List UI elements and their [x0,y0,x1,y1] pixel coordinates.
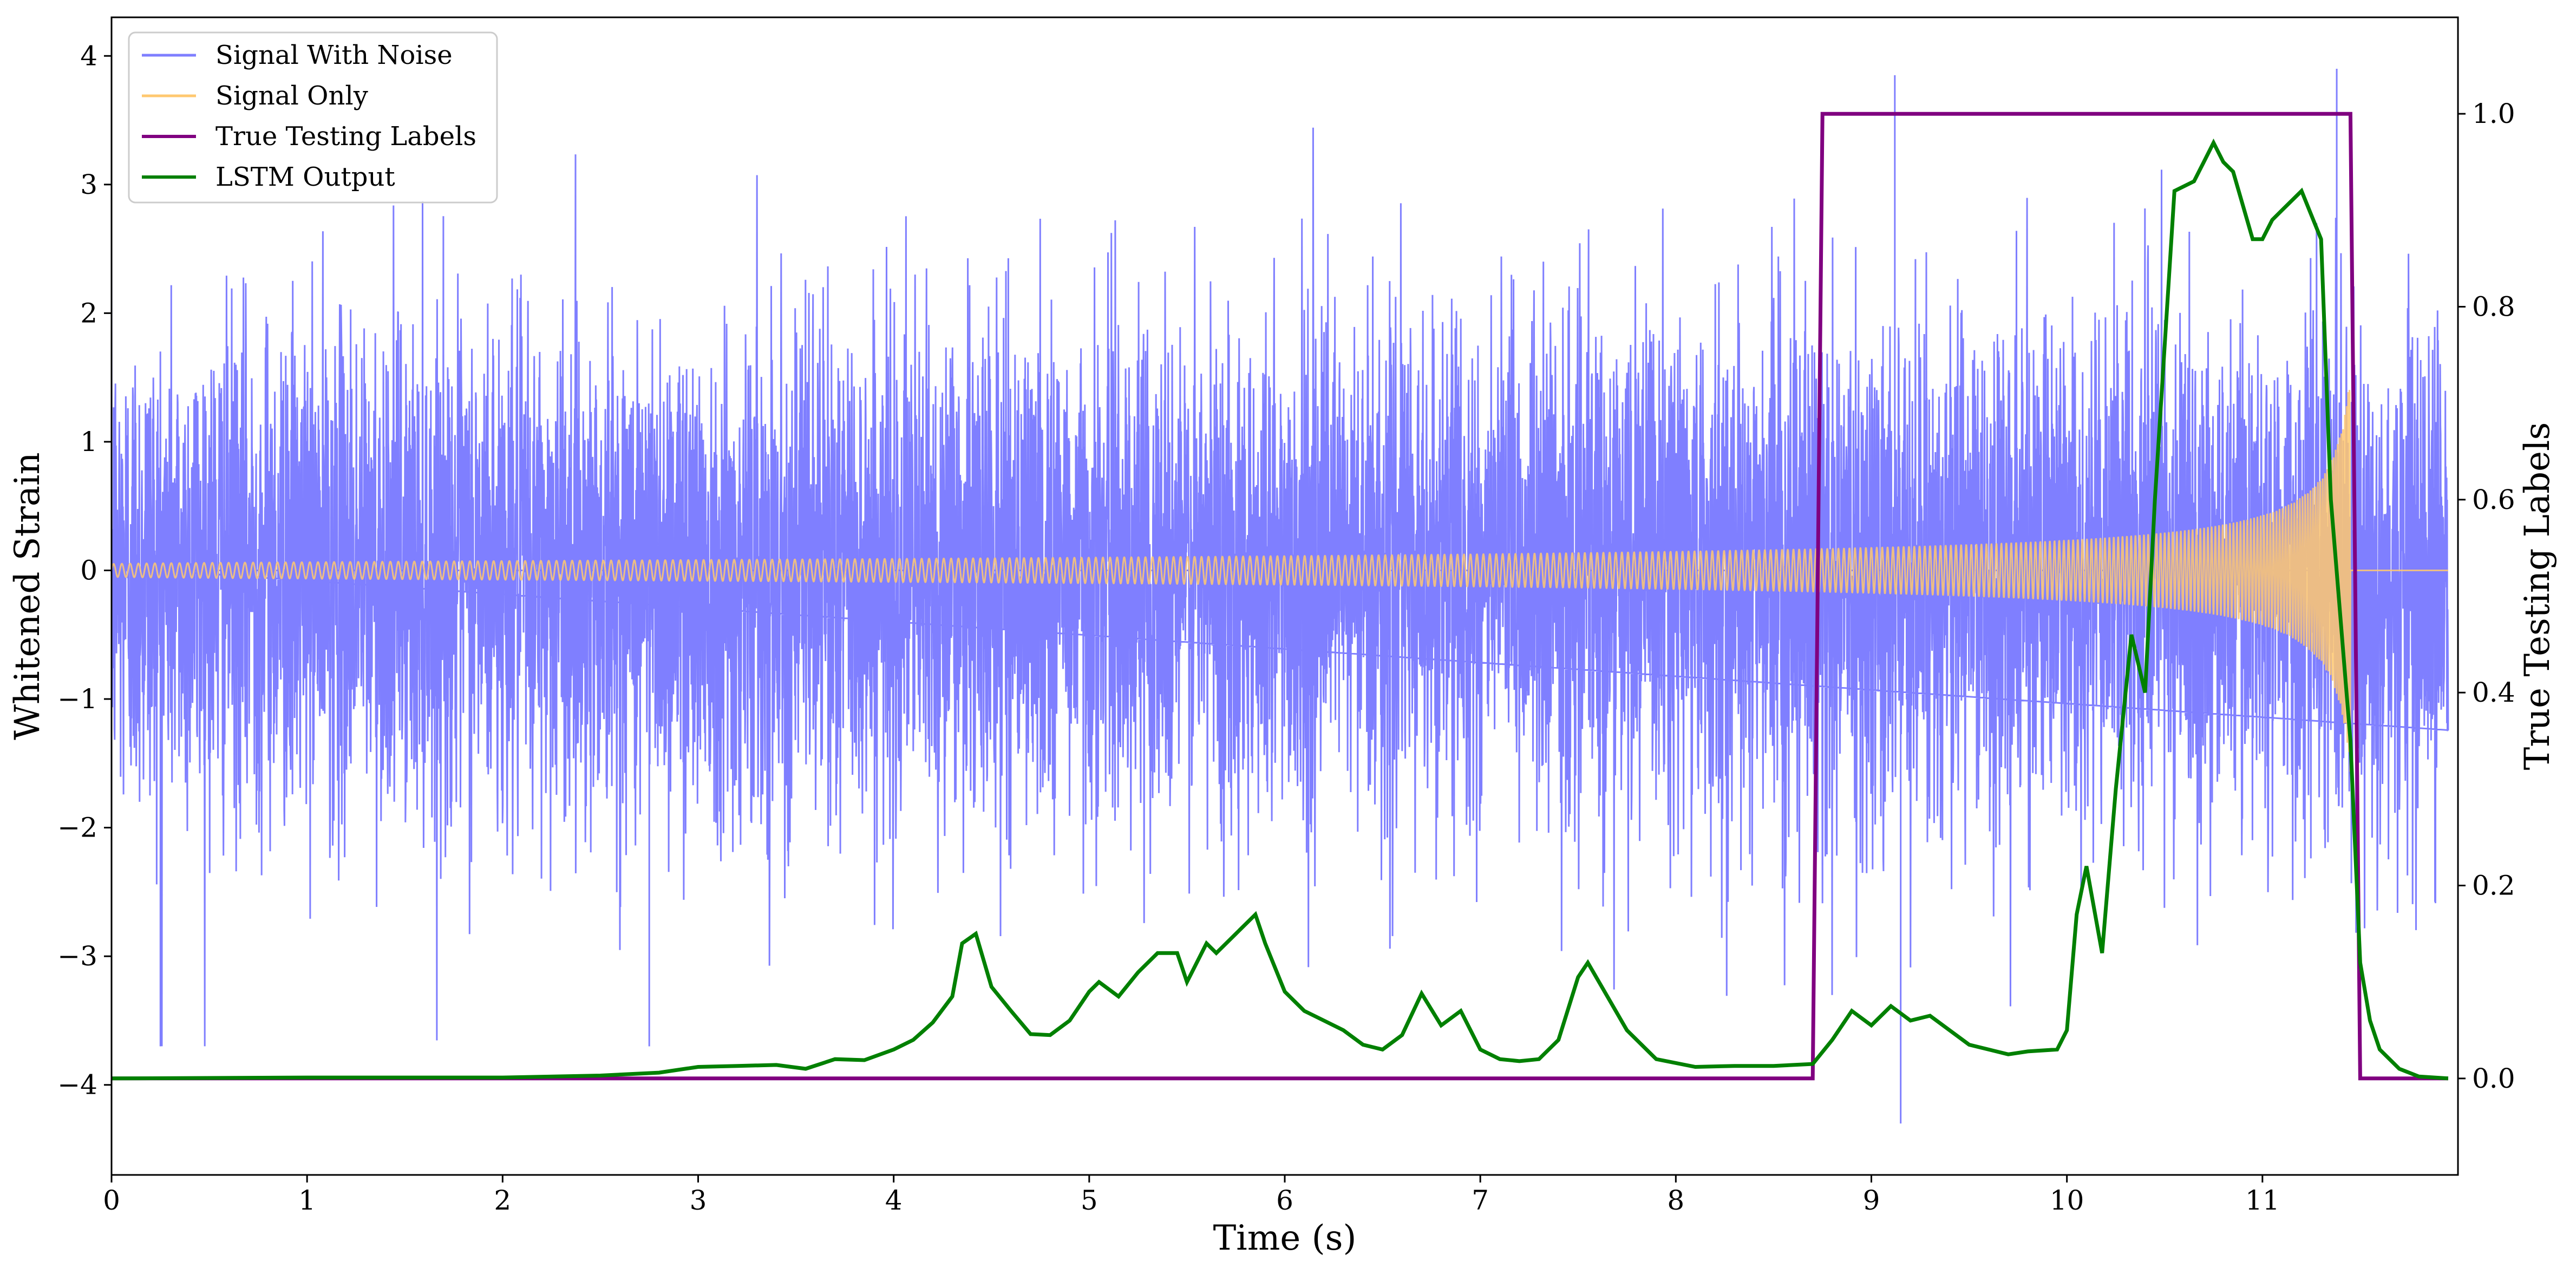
legend-label-signal-only: Signal Only [215,81,368,111]
y-left-tick-label: −4 [57,1069,97,1101]
legend-label-signal-with-noise: Signal With Noise [215,40,453,70]
x-tick-label: 6 [1276,1185,1293,1216]
y-axis-left-title: Whitened Strain [8,452,48,740]
y-axis-right-ticks: 1.0 0.8 0.6 0.4 0.2 0.0 [2458,98,2515,1094]
x-axis-title: Time (s) [1213,1218,1357,1258]
x-tick-label: 3 [690,1185,707,1216]
x-axis-ticks: 0 1 2 3 4 5 6 7 8 9 10 11 [103,1175,2280,1216]
legend-label-true-testing-labels: True Testing Labels [215,121,476,152]
series-signal-with-noise [112,127,2449,1047]
series-lstm-output [112,138,2449,1081]
legend-box [128,31,498,204]
y-axis-left-ticks: 4 3 2 1 0 −1 −2 −3 −4 [57,40,112,1101]
x-tick-label: 7 [1472,1185,1489,1216]
x-tick-label: 5 [1081,1185,1098,1216]
legend-label-lstm-output: LSTM Output [215,162,395,192]
x-tick-label: 9 [1863,1185,1880,1216]
y-axis-right-title: True Testing Labels [2518,422,2558,770]
y-left-tick-label: 3 [80,169,97,200]
y-left-tick-label: −2 [57,812,97,844]
x-tick-label: 11 [2245,1185,2280,1216]
y-left-tick-label: 0 [80,554,97,586]
y-right-tick-label: 0.4 [2472,677,2515,708]
y-right-tick-label: 0.0 [2472,1063,2515,1094]
y-left-tick-label: 1 [80,426,97,458]
y-right-tick-label: 0.6 [2472,484,2515,515]
x-tick-label: 0 [103,1185,120,1216]
y-left-tick-label: 2 [80,297,97,329]
plot-area [112,69,2449,1123]
series-true-testing-labels [112,112,2448,1081]
legend: Signal With Noise Signal Only True Testi… [128,31,498,204]
y-right-tick-label: 0.8 [2472,291,2515,323]
y-left-tick-label: −3 [57,940,97,972]
y-right-tick-label: 1.0 [2472,98,2515,129]
x-tick-label: 4 [885,1185,903,1216]
y-right-tick-label: 0.2 [2472,870,2515,901]
x-tick-label: 8 [1667,1185,1684,1216]
x-tick-label: 2 [494,1185,511,1216]
x-tick-label: 1 [298,1185,316,1216]
x-tick-label: 10 [2050,1185,2084,1216]
series-signal-only [112,389,2448,772]
y-left-tick-label: −1 [57,683,97,715]
y-left-tick-label: 4 [80,40,97,71]
